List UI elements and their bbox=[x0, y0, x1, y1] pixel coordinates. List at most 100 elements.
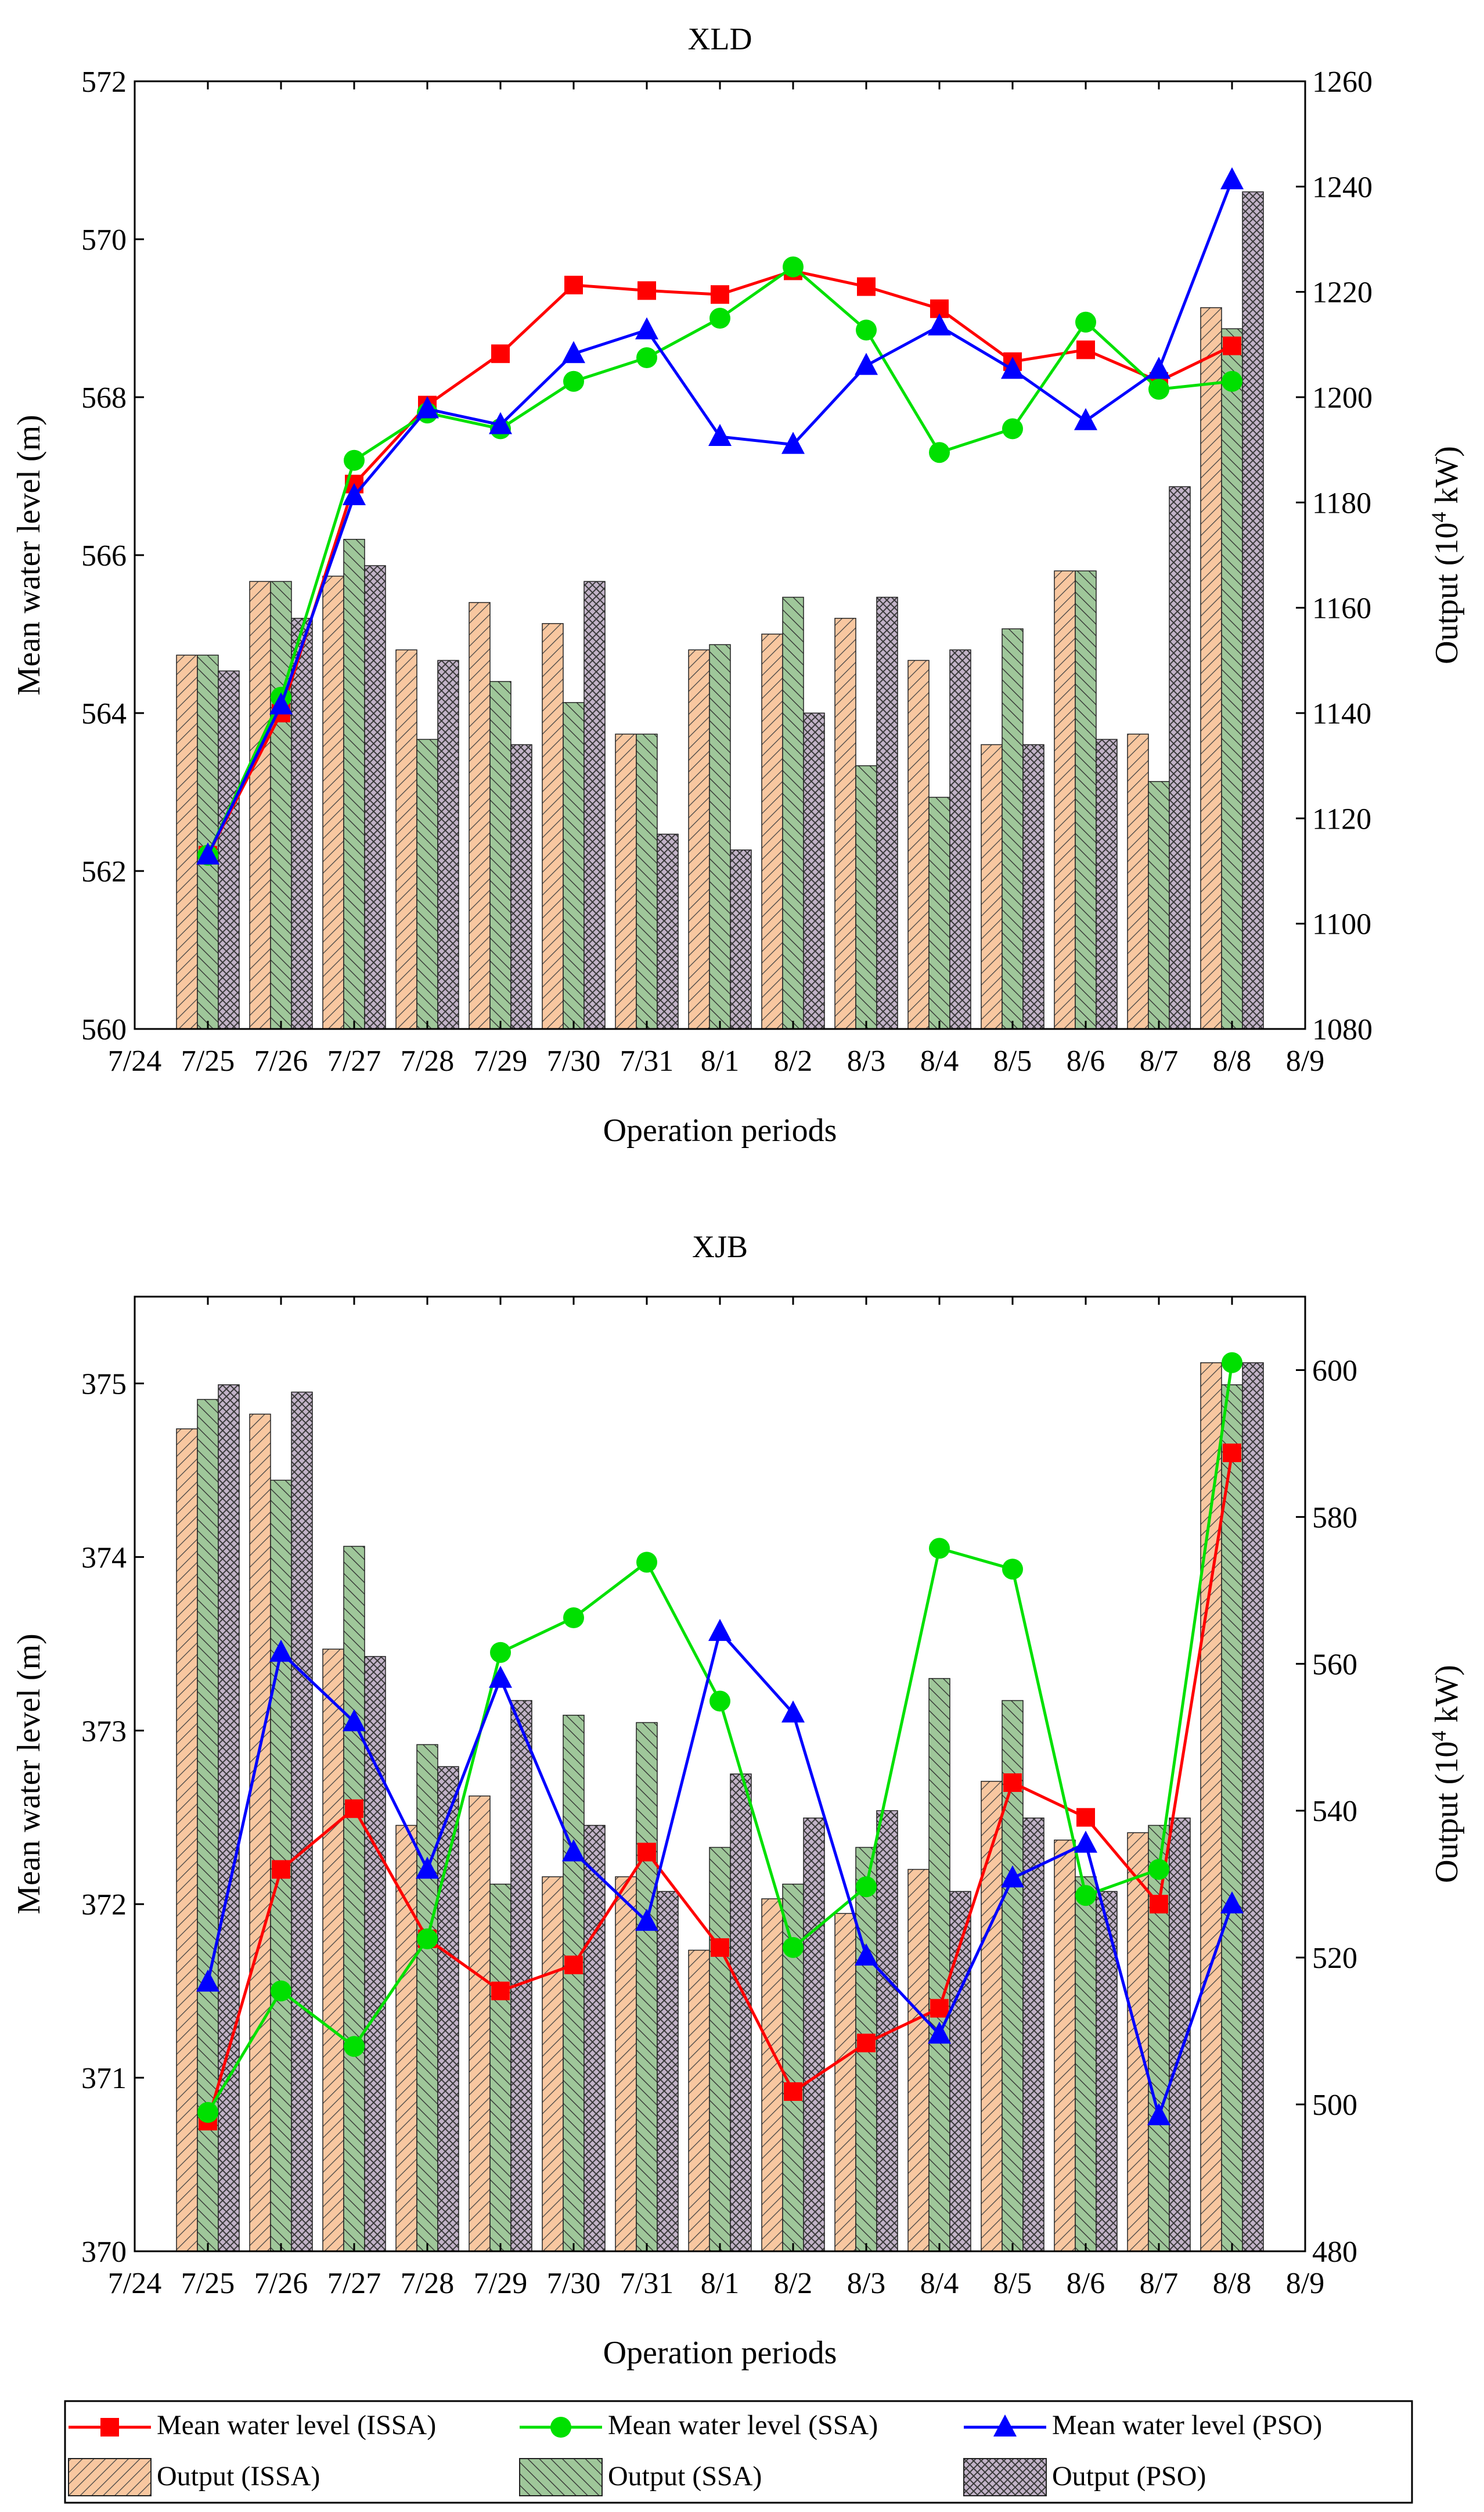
y-right-label-sup: 4 bbox=[1427, 1731, 1450, 1741]
bar bbox=[1096, 739, 1118, 1030]
point bbox=[709, 1690, 730, 1712]
point bbox=[929, 1538, 950, 1559]
bar bbox=[218, 1384, 240, 2252]
x-tick-label: 8/7 bbox=[1140, 1045, 1178, 1078]
point bbox=[562, 341, 585, 364]
y-left-tick-label: 572 bbox=[81, 66, 127, 99]
y-right-tick-label: 1240 bbox=[1312, 171, 1373, 204]
legend-swatch bbox=[519, 2458, 603, 2496]
point bbox=[781, 431, 805, 454]
point bbox=[490, 1642, 511, 1663]
bar bbox=[636, 1722, 658, 2252]
y-right-tick-label: 1200 bbox=[1312, 382, 1373, 415]
bar bbox=[1054, 1840, 1076, 2252]
point bbox=[196, 842, 219, 865]
y-right-tick-label: 1080 bbox=[1312, 1013, 1373, 1046]
bar bbox=[395, 649, 417, 1030]
bar bbox=[1075, 570, 1097, 1030]
bar bbox=[928, 797, 950, 1030]
bar bbox=[249, 1413, 271, 2252]
point bbox=[784, 2082, 802, 2101]
bar bbox=[270, 581, 292, 1030]
point bbox=[343, 1709, 366, 1732]
point bbox=[344, 449, 365, 471]
chart-title: XJB bbox=[692, 1229, 748, 1264]
bar bbox=[437, 1766, 459, 2252]
point bbox=[636, 1552, 657, 1573]
point bbox=[1075, 1885, 1096, 1906]
x-tick-label: 7/25 bbox=[181, 1045, 235, 1078]
y-right-axis-label: Output (104 kW) bbox=[1427, 1665, 1465, 1883]
bar bbox=[1148, 1824, 1170, 2252]
bar bbox=[542, 1876, 564, 2252]
y-left-tick-label: 372 bbox=[81, 1888, 127, 1921]
bar bbox=[709, 1847, 731, 2252]
x-tick-label: 8/6 bbox=[1067, 2267, 1105, 2300]
x-tick-label: 8/9 bbox=[1286, 1045, 1324, 1078]
bar bbox=[928, 1678, 950, 2252]
point bbox=[708, 1618, 732, 1641]
x-tick-label: 8/2 bbox=[774, 2267, 812, 2300]
legend-marker bbox=[993, 2414, 1017, 2437]
bar-series-2 bbox=[218, 191, 1264, 1030]
bar bbox=[834, 1913, 856, 2252]
bar bbox=[416, 1744, 438, 2252]
point bbox=[1147, 357, 1170, 379]
bar bbox=[416, 739, 438, 1030]
point bbox=[564, 1955, 583, 1974]
y-left-tick-label: 370 bbox=[81, 2236, 127, 2269]
bar-series-2 bbox=[218, 1362, 1264, 2252]
y-left-tick-label: 560 bbox=[81, 1013, 127, 1046]
bar bbox=[1200, 307, 1222, 1030]
point bbox=[857, 277, 876, 296]
line-series-2 bbox=[196, 167, 1244, 865]
point bbox=[272, 1860, 290, 1879]
point bbox=[636, 347, 657, 368]
point bbox=[1220, 1891, 1244, 1914]
bar bbox=[510, 1700, 532, 2252]
bar bbox=[322, 575, 344, 1030]
point bbox=[856, 319, 877, 341]
y-left-tick-label: 375 bbox=[81, 1367, 127, 1401]
legend-label: Output (SSA) bbox=[608, 2461, 762, 2492]
y-right-tick-label: 480 bbox=[1312, 2236, 1357, 2269]
y-left-tick-label: 374 bbox=[81, 1541, 127, 1574]
x-tick-label: 7/29 bbox=[474, 2267, 527, 2300]
point bbox=[711, 1938, 729, 1957]
bar-series-1 bbox=[197, 328, 1243, 1030]
point bbox=[709, 308, 730, 329]
bar bbox=[855, 765, 877, 1030]
bar bbox=[469, 602, 491, 1030]
x-tick-label: 8/7 bbox=[1140, 2267, 1178, 2300]
point bbox=[637, 281, 656, 300]
point bbox=[269, 1639, 293, 1662]
x-tick-label: 8/5 bbox=[993, 1045, 1032, 1078]
bar bbox=[636, 733, 658, 1030]
y-right-label-suffix: kW) bbox=[1429, 1665, 1465, 1731]
chart-panel-xjb: XJB 7/24 7/25 7/26 7/27 7/28 7/29 7/30 7/31 8/1 8/… bbox=[11, 1229, 1465, 2371]
bar bbox=[615, 1876, 637, 2252]
point bbox=[1148, 379, 1169, 400]
bar bbox=[1200, 1362, 1222, 2252]
y-right-tick-label: 1120 bbox=[1312, 802, 1371, 836]
bar bbox=[907, 1869, 930, 2252]
bar bbox=[730, 849, 752, 1030]
point bbox=[1003, 1773, 1022, 1792]
legend-label: Mean water level (PSO) bbox=[1052, 2410, 1322, 2441]
y-left-tick-label: 371 bbox=[81, 2062, 127, 2095]
bar bbox=[249, 581, 271, 1030]
legend-item: Output (SSA) bbox=[519, 2458, 762, 2496]
y-left-tick-label: 562 bbox=[81, 855, 127, 888]
bar bbox=[1002, 628, 1024, 1030]
x-tick-label: 8/1 bbox=[701, 2267, 739, 2300]
bar bbox=[1022, 744, 1044, 1030]
bar bbox=[542, 623, 564, 1030]
legend-item: Mean water level (PSO) bbox=[964, 2410, 1322, 2441]
point bbox=[491, 344, 510, 364]
point bbox=[1074, 408, 1097, 430]
y-left-axis-label: Mean water level (m) bbox=[11, 1633, 47, 1914]
bar bbox=[709, 644, 731, 1030]
point bbox=[562, 1839, 585, 1862]
bar bbox=[510, 744, 532, 1030]
point bbox=[417, 1928, 438, 1949]
